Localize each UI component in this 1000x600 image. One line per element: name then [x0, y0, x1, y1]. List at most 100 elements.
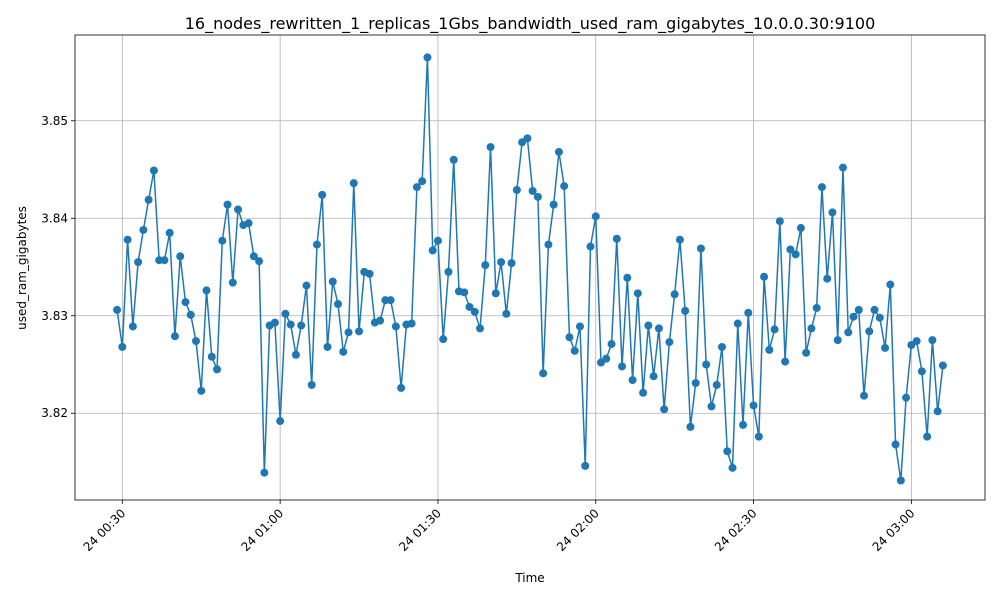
point	[312, 240, 321, 249]
point	[607, 340, 616, 349]
point	[418, 177, 427, 186]
chart-title: 16_nodes_rewritten_1_replicas_1Gbs_bandw…	[185, 14, 876, 34]
point	[565, 333, 574, 342]
point	[376, 316, 385, 325]
y-tick-label: 3.83	[41, 309, 68, 323]
point	[691, 379, 700, 388]
point	[812, 303, 821, 312]
point	[754, 432, 763, 441]
point	[639, 388, 648, 397]
point	[723, 447, 732, 456]
point	[386, 296, 395, 305]
point	[281, 309, 290, 318]
point	[612, 234, 621, 243]
point	[307, 380, 316, 389]
point	[512, 186, 521, 194]
point	[865, 327, 874, 336]
point	[707, 402, 716, 411]
axes-frame	[74, 34, 986, 501]
point	[286, 320, 295, 329]
point	[123, 235, 132, 244]
point	[817, 183, 826, 192]
point	[744, 308, 753, 317]
point	[139, 225, 148, 234]
point	[560, 182, 569, 191]
point	[760, 272, 769, 281]
point	[323, 342, 332, 351]
point	[213, 365, 222, 374]
point	[654, 324, 663, 333]
point	[439, 335, 448, 344]
point	[197, 386, 206, 395]
point	[675, 235, 684, 244]
point	[712, 380, 721, 389]
point	[739, 420, 748, 429]
point	[823, 274, 832, 283]
point	[202, 286, 211, 295]
point	[923, 432, 932, 441]
point	[844, 328, 853, 337]
point	[134, 258, 143, 267]
point	[523, 134, 532, 143]
point	[581, 461, 590, 470]
point	[633, 289, 642, 298]
point	[460, 288, 469, 297]
point	[176, 252, 185, 261]
point	[881, 343, 890, 352]
point	[128, 322, 137, 331]
x-axis-label: Time	[514, 571, 544, 585]
point	[602, 354, 611, 363]
point	[244, 219, 253, 228]
point	[355, 327, 364, 336]
plot-layer	[113, 53, 947, 485]
point	[502, 309, 511, 318]
point	[886, 280, 895, 289]
point	[486, 143, 495, 152]
point	[270, 318, 279, 327]
y-tick-label: 3.85	[41, 114, 68, 128]
point	[481, 261, 490, 270]
point	[444, 267, 453, 276]
point	[807, 324, 816, 333]
point	[291, 350, 300, 359]
point	[397, 383, 406, 392]
point	[928, 336, 937, 345]
y-axis-label: used_ram_gigabytes	[15, 206, 29, 330]
point	[423, 53, 432, 62]
point	[465, 302, 474, 311]
point	[875, 313, 884, 322]
point	[476, 324, 485, 333]
point	[570, 346, 579, 355]
point	[186, 310, 195, 319]
point	[775, 217, 784, 226]
point	[902, 393, 911, 402]
point	[497, 258, 506, 267]
point	[433, 236, 442, 245]
point	[181, 298, 190, 307]
point	[297, 321, 306, 330]
point	[428, 246, 437, 255]
point	[349, 179, 358, 188]
point	[696, 244, 705, 253]
point	[218, 236, 227, 245]
point	[549, 200, 558, 209]
point	[544, 240, 553, 249]
point	[586, 242, 595, 251]
point	[339, 347, 348, 356]
point	[328, 277, 337, 286]
point	[533, 192, 542, 201]
point	[191, 337, 200, 346]
point	[365, 269, 374, 278]
point	[302, 281, 311, 290]
point	[786, 245, 795, 254]
point	[717, 342, 726, 351]
point	[765, 345, 774, 354]
point	[702, 360, 711, 369]
point	[255, 257, 264, 266]
point	[228, 278, 237, 287]
point	[796, 224, 805, 233]
point	[938, 361, 947, 370]
point	[507, 259, 516, 268]
point	[207, 352, 216, 361]
